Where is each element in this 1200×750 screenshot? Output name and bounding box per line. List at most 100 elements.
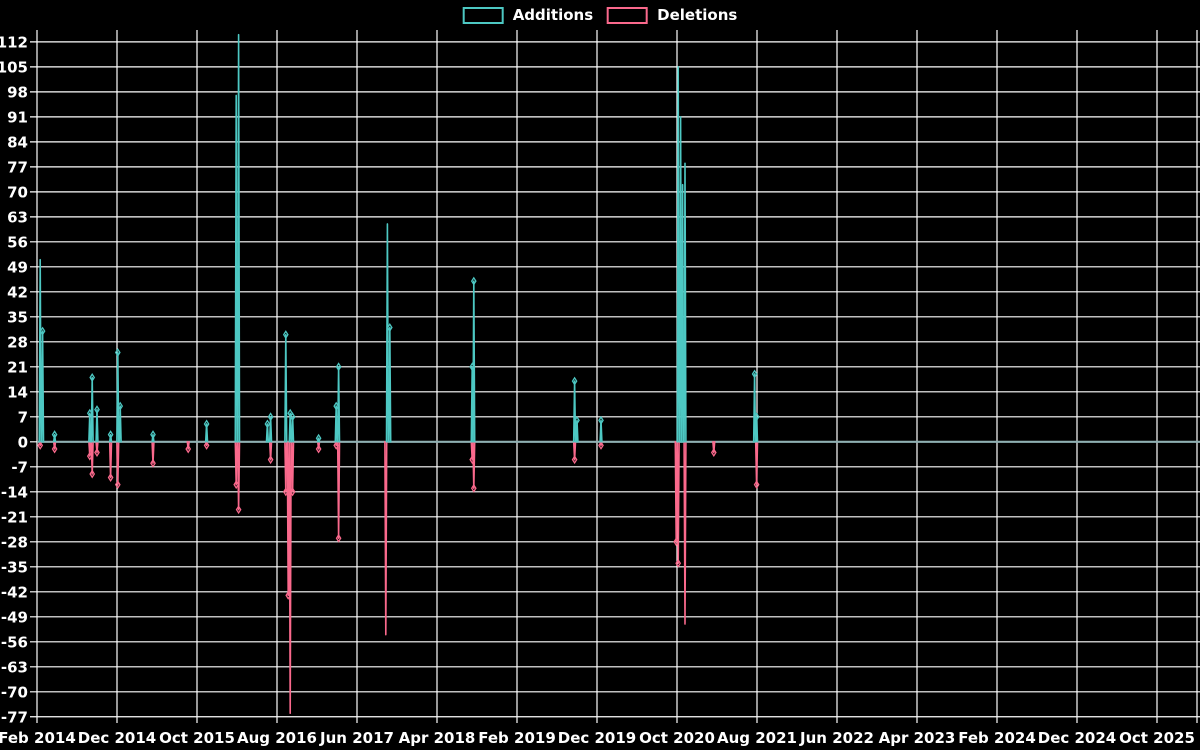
x-tick-label: Dec 2024 bbox=[1038, 729, 1117, 747]
addition-point-marker bbox=[51, 430, 58, 440]
deletion-spike bbox=[88, 441, 92, 457]
deletion-point-marker bbox=[37, 440, 44, 450]
addition-spike bbox=[288, 412, 292, 443]
x-tick-label: Apr 2023 bbox=[879, 729, 956, 747]
y-tick-label: 105 bbox=[0, 58, 28, 76]
addition-spike bbox=[52, 433, 57, 443]
addition-spike bbox=[680, 183, 685, 443]
gridlines bbox=[30, 30, 1200, 723]
addition-point-marker bbox=[751, 369, 758, 379]
addition-spike bbox=[678, 116, 683, 443]
addition-spike bbox=[95, 408, 99, 443]
addition-point-marker bbox=[574, 415, 580, 425]
addition-point-marker bbox=[117, 401, 124, 411]
addition-spike bbox=[118, 405, 122, 443]
y-tick-label: 112 bbox=[0, 33, 28, 51]
addition-point-marker bbox=[150, 430, 156, 440]
addition-spike bbox=[284, 333, 288, 443]
y-tick-label: -49 bbox=[1, 608, 28, 626]
addition-spike bbox=[472, 280, 476, 443]
addition-point-marker bbox=[315, 433, 322, 443]
x-tick-label: Aug 2016 bbox=[237, 729, 317, 747]
deletion-spike bbox=[52, 441, 57, 450]
legend-label-additions: Additions bbox=[512, 6, 594, 24]
deletion-point-marker bbox=[335, 533, 342, 543]
y-tick-label: 91 bbox=[7, 108, 28, 126]
addition-spike bbox=[752, 373, 757, 443]
legend-label-deletions: Deletions bbox=[657, 6, 738, 24]
addition-spike bbox=[575, 419, 579, 443]
addition-point-marker bbox=[386, 323, 393, 333]
y-tick-label: 14 bbox=[7, 383, 28, 401]
deletion-spike bbox=[288, 441, 292, 715]
addition-spike bbox=[108, 433, 113, 443]
deletion-spike bbox=[754, 441, 759, 486]
y-tick-label: -42 bbox=[1, 583, 28, 601]
deletions-series bbox=[37, 440, 760, 715]
deletion-point-marker bbox=[753, 480, 760, 490]
x-tick-label: Oct 2020 bbox=[639, 729, 715, 747]
addition-spike bbox=[754, 416, 759, 443]
x-tick-label: Feb 2019 bbox=[478, 729, 556, 747]
addition-point-marker bbox=[203, 419, 210, 429]
y-tick-label: 7 bbox=[18, 408, 28, 426]
addition-point-marker bbox=[470, 276, 477, 286]
deletion-point-marker bbox=[267, 455, 274, 465]
y-tick-label: -77 bbox=[1, 708, 28, 726]
addition-spike bbox=[290, 416, 295, 443]
addition-spike bbox=[151, 433, 155, 443]
deletion-spike bbox=[316, 441, 321, 450]
legend-item-additions[interactable]: Additions bbox=[462, 6, 594, 24]
deletion-spike bbox=[95, 441, 99, 454]
addition-point-marker bbox=[267, 412, 274, 422]
addition-spike bbox=[204, 423, 209, 443]
deletion-spike bbox=[186, 441, 190, 450]
x-tick-label: Oct 2015 bbox=[159, 729, 235, 747]
addition-spike bbox=[268, 416, 273, 443]
addition-point-marker bbox=[282, 330, 289, 340]
addition-spike bbox=[572, 380, 577, 443]
addition-spike bbox=[388, 326, 392, 443]
addition-point-marker bbox=[94, 405, 100, 415]
deletion-spike bbox=[712, 441, 716, 454]
deletion-point-marker bbox=[89, 469, 96, 479]
y-tick-label: 63 bbox=[7, 208, 28, 226]
y-tick-label: 70 bbox=[7, 183, 28, 201]
legend-item-deletions[interactable]: Deletions bbox=[607, 7, 737, 24]
deletion-spike bbox=[572, 441, 577, 461]
deletion-point-marker bbox=[470, 483, 477, 493]
deletion-spike bbox=[683, 441, 687, 625]
x-tick-label: Feb 2014 bbox=[0, 729, 76, 747]
addition-spike bbox=[676, 66, 680, 443]
addition-point-marker bbox=[107, 430, 114, 440]
x-tick-label: Oct 2025 bbox=[1119, 729, 1195, 747]
y-tick-label: 77 bbox=[7, 158, 28, 176]
deletion-point-marker bbox=[598, 440, 604, 450]
deletion-spike bbox=[384, 441, 388, 636]
y-tick-label: 49 bbox=[7, 258, 28, 276]
chart-legend: Additions Deletions bbox=[462, 6, 737, 24]
y-axis-labels: 1121059891847770635649423528211470-7-14-… bbox=[0, 33, 28, 726]
deletion-point-marker bbox=[203, 440, 210, 450]
y-tick-label: -35 bbox=[1, 558, 28, 576]
deletion-spike bbox=[268, 441, 273, 461]
x-tick-label: Feb 2024 bbox=[958, 729, 1036, 747]
addition-point-marker bbox=[114, 348, 121, 358]
deletion-point-marker bbox=[675, 558, 682, 568]
y-tick-label: 0 bbox=[18, 433, 28, 451]
x-tick-label: Apr 2018 bbox=[399, 729, 476, 747]
deletion-spike bbox=[108, 441, 113, 479]
deletion-spike bbox=[236, 441, 241, 511]
y-tick-label: -28 bbox=[1, 533, 28, 551]
y-tick-label: -21 bbox=[1, 508, 28, 526]
y-tick-label: -7 bbox=[11, 458, 28, 476]
addition-spike bbox=[236, 33, 241, 443]
y-tick-label: -63 bbox=[1, 658, 28, 676]
addition-spike bbox=[40, 330, 45, 443]
deletion-spike bbox=[472, 441, 476, 490]
addition-spike bbox=[234, 94, 238, 443]
addition-spike bbox=[599, 419, 603, 443]
deletion-spike bbox=[336, 441, 341, 540]
y-tick-label: 98 bbox=[7, 83, 28, 101]
deletion-spike bbox=[676, 441, 680, 565]
